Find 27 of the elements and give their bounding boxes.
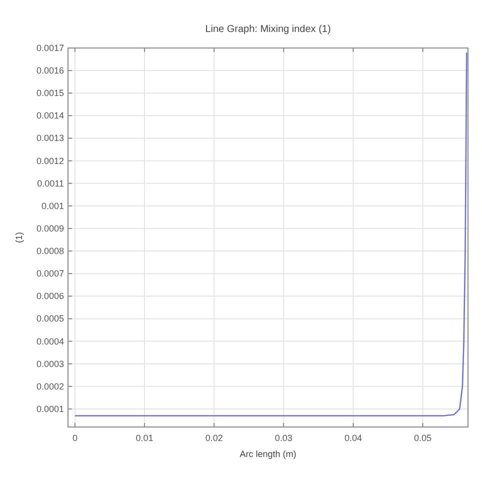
- x-tick-label: 0.03: [274, 433, 292, 443]
- y-tick-label: 0.0001: [36, 404, 64, 414]
- chart-title: Line Graph: Mixing index (1): [205, 24, 331, 35]
- x-tick-label: 0.05: [414, 433, 432, 443]
- y-tick-label: 0.0007: [36, 268, 64, 279]
- y-tick-label: 0.0008: [36, 246, 64, 256]
- y-tick-label: 0.0009: [36, 223, 64, 234]
- y-tick-label: 0.0012: [36, 156, 64, 166]
- x-tick-label: 0.02: [205, 433, 223, 443]
- y-tick-label: 0.0016: [36, 66, 64, 76]
- y-tick-label: 0.001: [41, 200, 64, 211]
- x-tick-label: 0.04: [344, 433, 362, 443]
- y-tick-label: 0.0013: [36, 133, 64, 144]
- y-tick-label: 0.0014: [36, 110, 64, 121]
- y-tick-label: 0.0011: [37, 178, 64, 188]
- y-tick-label: 0.0006: [36, 291, 64, 302]
- y-tick-label: 0.0003: [36, 358, 64, 369]
- y-tick-label: 0.0015: [36, 88, 64, 98]
- line-series: [74, 52, 468, 416]
- y-tick-label: 0.0004: [36, 336, 64, 346]
- x-tick-label: 0: [72, 433, 78, 443]
- y-tick-label: 0.0002: [36, 381, 64, 392]
- y-tick-label: 0.0017: [36, 43, 64, 53]
- y-axis-title: (1): [14, 232, 24, 243]
- x-tick-label: 0.01: [136, 433, 154, 443]
- y-tick-label: 0.0005: [36, 314, 64, 324]
- x-axis-title: Arc length (m): [240, 449, 296, 459]
